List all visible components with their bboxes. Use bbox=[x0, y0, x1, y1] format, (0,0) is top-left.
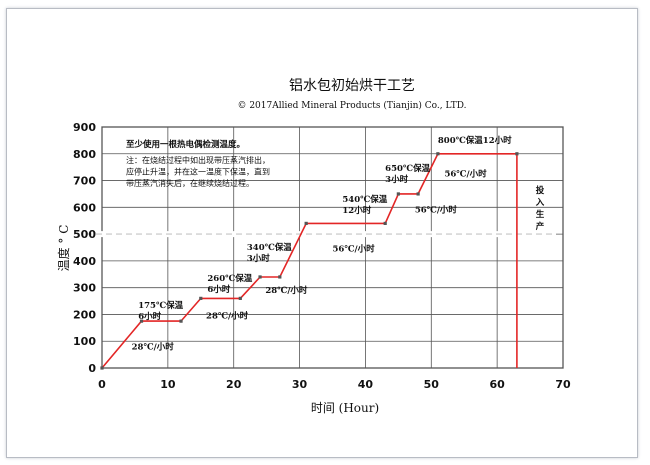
data-point bbox=[304, 221, 308, 225]
chart-subtitle: © 2017Allied Mineral Products (Tianjin) … bbox=[237, 100, 466, 111]
annotation-label: 28℃/小时 bbox=[265, 285, 308, 296]
data-point bbox=[238, 296, 242, 300]
data-point bbox=[139, 319, 144, 323]
y-tick-label: 200 bbox=[73, 308, 96, 321]
data-point bbox=[258, 275, 262, 279]
tick-labels: 0 100 200 300 400 500 600 700 800 900 0 10 20 30 40 50 6… bbox=[73, 121, 571, 391]
x-tick-label: 0 bbox=[98, 378, 106, 391]
data-point bbox=[179, 319, 183, 323]
note-line: 应停止升温，并在这一温度下保温，直到 bbox=[126, 167, 270, 177]
annotation-label: 56℃/小时 bbox=[415, 205, 458, 216]
x-tick-label: 30 bbox=[292, 378, 308, 391]
annotation-label: 800℃保温12小时 bbox=[438, 135, 512, 146]
y-tick-label: 500 bbox=[73, 228, 96, 241]
y-tick-label: 900 bbox=[73, 121, 96, 134]
y-tick-label: 800 bbox=[73, 148, 96, 161]
data-point bbox=[416, 192, 420, 196]
annotation-label: 56℃/小时 bbox=[333, 244, 376, 255]
y-tick-label: 700 bbox=[73, 175, 96, 188]
data-point bbox=[396, 192, 400, 196]
note-line: 带压蒸汽消失后，在继续烧结过程。 bbox=[126, 178, 254, 188]
annotation-label: 540℃保温 12小时 bbox=[342, 194, 387, 216]
dashed-guide bbox=[86, 231, 556, 238]
annotation-label: 56℃/小时 bbox=[444, 169, 487, 180]
series-line bbox=[101, 153, 518, 369]
x-axis-label: 时间 (Hour) bbox=[311, 401, 379, 415]
note-heading: 至少使用一根热电偶检测温度。 bbox=[126, 139, 245, 150]
annotations: 28℃/小时 175℃保温 6小时 28℃/小时 260℃保温 6小时 28℃/小时 340℃… bbox=[132, 135, 512, 352]
annotation-label: 28℃/小时 bbox=[206, 310, 249, 321]
x-tick-label: 70 bbox=[555, 378, 571, 391]
data-point bbox=[436, 152, 440, 156]
data-point bbox=[199, 296, 203, 300]
y-tick-label: 0 bbox=[88, 362, 96, 375]
x-tick-label: 40 bbox=[358, 378, 374, 391]
side-label: 投入生产 bbox=[535, 185, 545, 232]
note-line: 注：在烧结过程中如出现带压蒸汽排出， bbox=[126, 155, 270, 165]
data-point bbox=[100, 366, 104, 370]
annotation-label: 28℃/小时 bbox=[132, 341, 175, 352]
data-point bbox=[383, 221, 387, 225]
annotation-label: 260℃保温 6小时 bbox=[207, 273, 252, 295]
x-tick-label: 60 bbox=[489, 378, 505, 391]
chart-title: 铝水包初始烘干工艺 bbox=[289, 77, 415, 94]
annotation-label: 175℃保温 6小时 bbox=[138, 300, 183, 322]
annotation-label: 650℃保温 3小时 bbox=[385, 163, 430, 185]
data-point bbox=[515, 152, 519, 156]
series-layer bbox=[100, 152, 519, 370]
y-tick-label: 600 bbox=[73, 201, 96, 214]
x-tick-label: 10 bbox=[160, 378, 176, 391]
annotation-label: 340℃保温 3小时 bbox=[247, 242, 292, 264]
notes-block: 至少使用一根热电偶检测温度。注：在烧结过程中如出现带压蒸汽排出， 应停止升温，并在… bbox=[126, 139, 270, 188]
y-tick-label: 400 bbox=[73, 255, 96, 268]
x-tick-label: 20 bbox=[226, 378, 242, 391]
side-label-text: 投入生产 bbox=[535, 185, 545, 232]
x-tick-label: 50 bbox=[424, 378, 440, 391]
y-tick-label: 300 bbox=[73, 282, 96, 295]
y-axis-label: 温度 ° C bbox=[56, 225, 71, 272]
data-point bbox=[278, 275, 282, 279]
y-tick-label: 100 bbox=[73, 335, 96, 348]
